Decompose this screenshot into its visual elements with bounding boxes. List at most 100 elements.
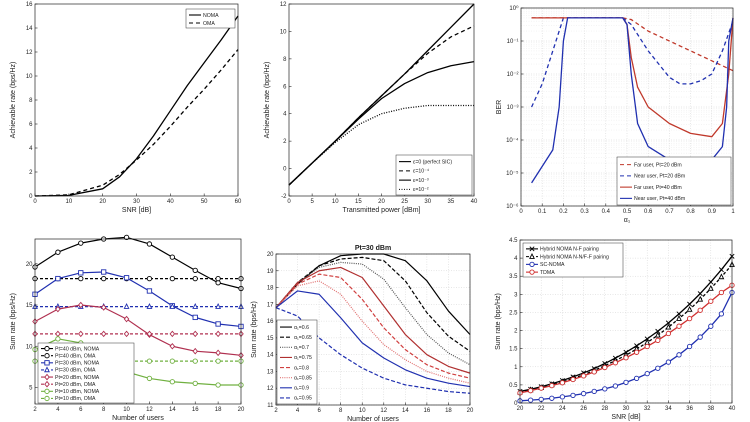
x-tick-label: 14 [169,407,176,413]
data-point-p6-1 [697,295,704,302]
y-tick-label: 10⁻¹ [507,39,519,45]
y-axis-label: BER [496,100,503,114]
data-point-p6-1 [665,323,672,330]
x-tick-label: 10 [332,199,339,205]
data-point-p4-4 [77,301,84,309]
data-point-p4-1 [146,275,153,282]
data-point-p6-2 [676,352,682,358]
x-axis-label: Number of users [112,415,164,422]
data-point-p6-2 [527,397,534,403]
data-point-p6-3 [591,369,597,375]
x-axis-label: Transmitted power [dBm] [343,207,421,214]
data-point-p6-0 [665,320,671,326]
legend-label: ε=10⁻² [413,187,429,193]
x-tick-label: 6 [79,407,83,413]
series-line-p5-5 [275,280,471,384]
legend-label: α₁=0.8 [294,365,309,371]
y-tick-label: 4 [514,256,518,262]
x-tick-label: 18 [215,407,222,413]
y-tick-label: 10⁻⁵ [506,170,519,177]
legend-box [37,342,135,404]
legend-label: Pt=20 dBm, OMA [55,382,96,388]
data-point-p6-3 [655,337,661,343]
data-point-p4-7 [146,358,153,364]
y-tick-label: 20 [26,262,33,268]
legend-marker [529,246,535,252]
legend-label: Pt=40 dBm, NOMA [55,346,100,352]
x-tick-label: 5 [310,199,314,205]
data-point-p4-0 [146,241,153,247]
data-point-p4-5 [77,330,84,338]
data-point-p6-1 [654,331,661,338]
data-point-p4-0 [123,234,130,241]
series-line-p4-2 [34,271,242,328]
x-tick-label: 25 [401,199,408,205]
data-point-p4-2 [78,270,84,276]
x-tick-label: 16 [192,407,199,413]
data-point-p4-5 [169,330,176,338]
data-point-p6-0 [676,311,682,317]
data-point-p4-1 [78,275,84,282]
data-point-p4-2 [215,321,221,327]
x-axis-label: Number of users [347,416,399,422]
data-point-p4-6 [55,336,61,342]
data-point-p6-1 [707,284,714,291]
y-tick-label: 2 [29,170,33,176]
data-point-p6-0 [644,336,650,342]
x-tick-label: 0.8 [686,209,695,215]
y-tick-label: -2 [281,194,287,200]
y-tick-label: 10 [26,344,33,350]
data-point-p6-2 [665,359,672,365]
legend-label: Far user, Pt=40 dBm [634,185,682,191]
data-point-p6-3 [570,376,576,383]
series-line-p2-3 [288,104,474,186]
y-tick-label: 8 [283,57,287,63]
y-tick-label: 6 [283,84,287,90]
data-point-p6-3 [602,364,608,371]
series-line-p3-1 [531,17,734,108]
legend-marker [529,261,535,268]
y-tick-label: 18 [267,286,274,292]
legend-label: Pt=10 dBm, NOMA [55,389,100,395]
x-tick-label: 22 [538,406,545,412]
data-point-p6-0 [718,267,724,273]
x-tick-label: 0.7 [665,209,674,215]
chart-panel-p1: 0 10 20 30 40 50 60 0 2 4 6 8 10 12 14 16 SNR [dB] Achiev… [10,2,242,214]
x-tick-label: 20 [517,406,524,412]
legend-label: α₁=0.9 [294,386,309,392]
data-point-p4-4 [100,304,107,311]
x-tick-label: 40 [729,406,736,412]
x-tick-label: 0 [287,199,291,205]
y-tick-label: 19 [267,269,274,275]
x-tick-label: 60 [235,199,242,205]
data-point-p4-2 [192,314,198,321]
legend-label: Pt=40 dBm, OMA [55,353,96,359]
data-point-p4-4 [215,349,221,357]
y-tick-label: 6 [29,122,33,128]
data-point-p4-4 [169,342,176,350]
data-point-p6-3 [633,349,640,355]
data-point-p6-2 [612,383,619,389]
legend-label: α₁=0.75 [294,355,312,361]
legend-marker [44,373,50,381]
data-point-p4-4 [123,315,130,323]
x-axis-label: SNR [dB] [611,414,640,421]
x-tick-label: 20 [378,199,385,205]
data-point-p4-3 [146,303,153,309]
x-tick-label: 0.4 [602,209,611,215]
series-line-p5-4 [275,273,471,379]
chart-panel-p5: 2 4 6 8 10 12 14 16 18 20 11 12 13 14 15 16 17 18 19 20 Numb… [251,245,474,422]
y-tick-label: 14 [26,26,33,32]
y-tick-label: 0 [29,194,33,200]
y-axis-label: Achievable rate (bps/Hz) [10,62,17,139]
x-tick-label: 15 [355,199,362,205]
data-point-p6-2 [559,394,566,400]
legend-label: α₁=0.85 [294,375,312,381]
data-point-p6-2 [686,343,693,350]
legend-marker [529,253,535,259]
x-tick-label: 4 [56,407,60,413]
x-tick-label: 32 [644,406,651,412]
data-point-p4-7 [192,358,198,364]
x-tick-label: 18 [445,408,452,414]
